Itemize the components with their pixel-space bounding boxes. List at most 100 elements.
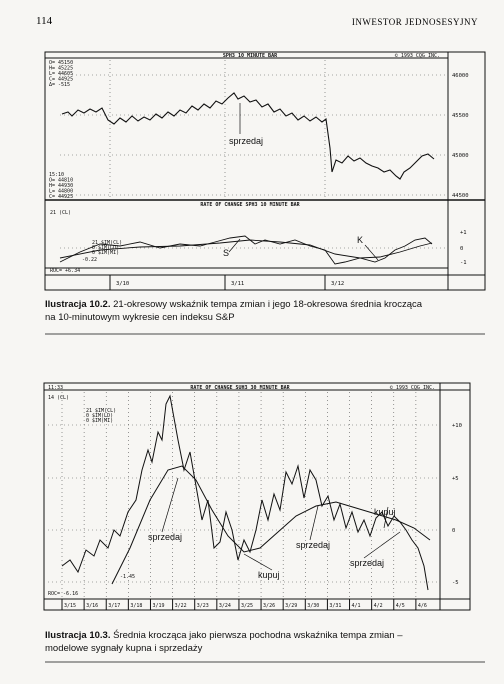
indicator-legend: 21 $IM(CL)0 $IM(LD)0 $IM(MI) bbox=[92, 240, 122, 256]
indicator-value: -0.22 bbox=[82, 257, 97, 263]
indicator-label: -1 bbox=[460, 260, 467, 266]
annotation: sprzedaj bbox=[296, 540, 330, 550]
date-label: 4/2 bbox=[374, 603, 383, 609]
quote-line: Δ= -515 bbox=[49, 82, 70, 88]
price-label: 45500 bbox=[452, 113, 469, 119]
axis-label: 0 bbox=[452, 528, 455, 534]
price-labels: 46000 45500 45000 44500 bbox=[452, 73, 469, 199]
quote-line: H= 45225 bbox=[49, 66, 73, 72]
date-label: 3/31 bbox=[329, 603, 341, 609]
roc-value: ROC= +6.34 bbox=[50, 268, 80, 274]
axis-label: +10 bbox=[452, 423, 462, 429]
axis-label: +5 bbox=[452, 476, 459, 482]
arrow bbox=[243, 553, 273, 571]
quote-line: H= 44930 bbox=[49, 183, 73, 189]
quote-line: L= 44605 bbox=[49, 71, 73, 77]
caption-text-continued: na 10-minutowym wykresie cen indeksu S&P bbox=[45, 312, 235, 323]
legend-entry: 0 $IM(LD) bbox=[86, 413, 113, 419]
date-label: 3/29 bbox=[285, 603, 297, 609]
date-axis: 3/10 3/11 3/12 bbox=[109, 275, 344, 290]
arrow bbox=[363, 531, 401, 559]
arrow bbox=[309, 505, 319, 541]
caption-label: Ilustracja 10.3. bbox=[45, 630, 110, 641]
roc-line bbox=[59, 235, 433, 265]
page-number: 114 bbox=[36, 15, 53, 27]
roc-value: ROC= -6.16 bbox=[48, 591, 78, 597]
quote-line: C= 44925 bbox=[49, 194, 73, 200]
roc-line bbox=[61, 394, 429, 591]
date-label: 3/16 bbox=[86, 603, 98, 609]
copyright: © 1993 CQG INC. bbox=[395, 53, 440, 59]
quote-line: O= 45150 bbox=[49, 60, 73, 66]
running-title: INWESTOR JEDNOSESYJNY bbox=[352, 17, 478, 27]
annotation: kupuj bbox=[374, 507, 396, 517]
quote-line: L= 44800 bbox=[49, 189, 73, 195]
indicator-title: RATE OF CHANGE SPH3 10 MINUTE BAR bbox=[200, 202, 300, 208]
date-label: 3/18 bbox=[130, 603, 142, 609]
chart-title: RATE OF CHANGE SUH3 30 MINUTE BAR bbox=[190, 385, 290, 391]
copyright: © 1993 CQG INC. bbox=[390, 385, 435, 391]
moving-average bbox=[59, 239, 433, 259]
date-label: 3/26 bbox=[263, 603, 275, 609]
time: 11:33 bbox=[48, 385, 63, 391]
legend-entry: 0 $IM(LD) bbox=[92, 245, 119, 251]
date-label: 3/25 bbox=[241, 603, 253, 609]
legend-entry: 21 $IM(CL) bbox=[86, 408, 116, 414]
indicator-legend: 21 $IM(CL)0 $IM(LD)0 $IM(MI) bbox=[86, 408, 116, 424]
axis-label: -5 bbox=[452, 580, 459, 586]
price-label: 46000 bbox=[452, 73, 469, 79]
indicator-label: +1 bbox=[460, 230, 467, 236]
price-label: 44500 bbox=[452, 193, 469, 199]
annotations: sprzedaj sprzedaj sprzedaj kupuj kupuj bbox=[148, 477, 401, 580]
date-axis: 3/15 3/16 3/17 3/18 3/19 3/22 3/23 3/24 3/25 3/26… bbox=[61, 599, 427, 610]
figure-1: SPH3 10 MINUTE BAR © 1993 CQG INC. O= 45… bbox=[44, 51, 486, 335]
signal: K bbox=[357, 235, 363, 245]
caption: Ilustracja 10.2. 21-okresowy wskaźnik te… bbox=[45, 299, 423, 323]
caption-text-continued: modelowe sygnały kupna i sprzedaży bbox=[45, 643, 203, 654]
indicator-label: 0 bbox=[460, 246, 463, 252]
date-label: 3/17 bbox=[108, 603, 120, 609]
date-label: 3/15 bbox=[64, 603, 76, 609]
legend-entry: 0 $IM(MI) bbox=[92, 250, 119, 256]
low-value: -1.45 bbox=[120, 574, 135, 580]
date-label: 4/1 bbox=[352, 603, 361, 609]
arrow bbox=[228, 238, 241, 253]
figure-frame bbox=[43, 382, 471, 611]
legend-entry: 0 $IM(MI) bbox=[86, 418, 113, 424]
arrow bbox=[383, 506, 389, 529]
date-label: 4/6 bbox=[418, 603, 427, 609]
date-label: 3/11 bbox=[231, 281, 244, 287]
date-label: 4/5 bbox=[396, 603, 405, 609]
annotation: sprzedaj bbox=[350, 558, 384, 568]
chart-title: SPH3 10 MINUTE BAR bbox=[223, 53, 278, 59]
quote-line: C= 44925 bbox=[49, 77, 73, 83]
date-label: 3/19 bbox=[152, 603, 164, 609]
caption-text: 21-okresowy wskaźnik tempa zmian i jego … bbox=[113, 299, 423, 310]
price-label: 45000 bbox=[452, 153, 469, 159]
grid bbox=[60, 60, 448, 249]
quote-line: 15:10 bbox=[49, 172, 64, 178]
signal: S bbox=[223, 248, 229, 258]
figure-2: 11:33 RATE OF CHANGE SUH3 30 MINUTE BAR … bbox=[43, 382, 485, 663]
moving-average bbox=[111, 465, 431, 585]
date-label: 3/10 bbox=[116, 281, 129, 287]
legend-entry: 21 $IM(CL) bbox=[92, 240, 122, 246]
date-label: 3/24 bbox=[219, 603, 231, 609]
annotation: sprzedaj bbox=[148, 532, 182, 542]
axis-labels: +10 +5 0 -5 bbox=[452, 423, 462, 586]
indicator-period: 21 (CL) bbox=[50, 210, 71, 216]
quote-line: O= 44810 bbox=[49, 178, 73, 184]
date-label: 3/30 bbox=[307, 603, 319, 609]
date-label: 3/12 bbox=[331, 281, 344, 287]
indicator-labels: +1 0 -1 bbox=[460, 230, 467, 266]
annotation: sprzedaj bbox=[229, 136, 263, 146]
indicator-period: 14 (CL) bbox=[48, 395, 69, 401]
date-label: 3/23 bbox=[197, 603, 209, 609]
arrow bbox=[364, 244, 379, 261]
arrow bbox=[161, 477, 179, 533]
caption-text: Średnia krocząca jako pierwsza pochodna … bbox=[113, 629, 403, 641]
date-label: 3/22 bbox=[175, 603, 187, 609]
